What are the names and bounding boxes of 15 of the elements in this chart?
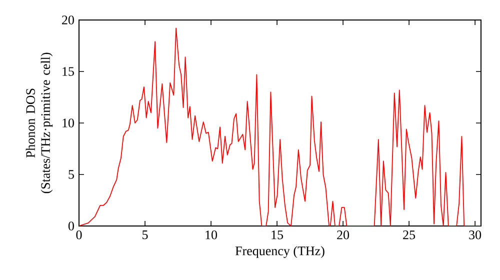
y-tick-label: 20 [62,16,74,24]
x-tick-label: 5 [142,230,148,240]
y-tick-label: 5 [68,170,74,179]
x-tick-label: 10 [206,230,218,240]
y-tick-label: 10 [62,118,74,128]
y-axis-title: Phonon DOS (States/THz·primitive cell) [26,52,53,194]
y-tick-label: 15 [62,67,74,76]
x-tick-label: 20 [337,230,350,240]
x-tick-label: 25 [403,230,416,240]
line-series [79,28,481,226]
x-tick-label: 15 [272,230,284,240]
y-tick-label: 0 [68,222,74,230]
x-tick-label: 0 [76,230,82,240]
x-tick-label: 30 [469,230,482,240]
x-axis-title: Frequency (THz) [235,246,324,258]
